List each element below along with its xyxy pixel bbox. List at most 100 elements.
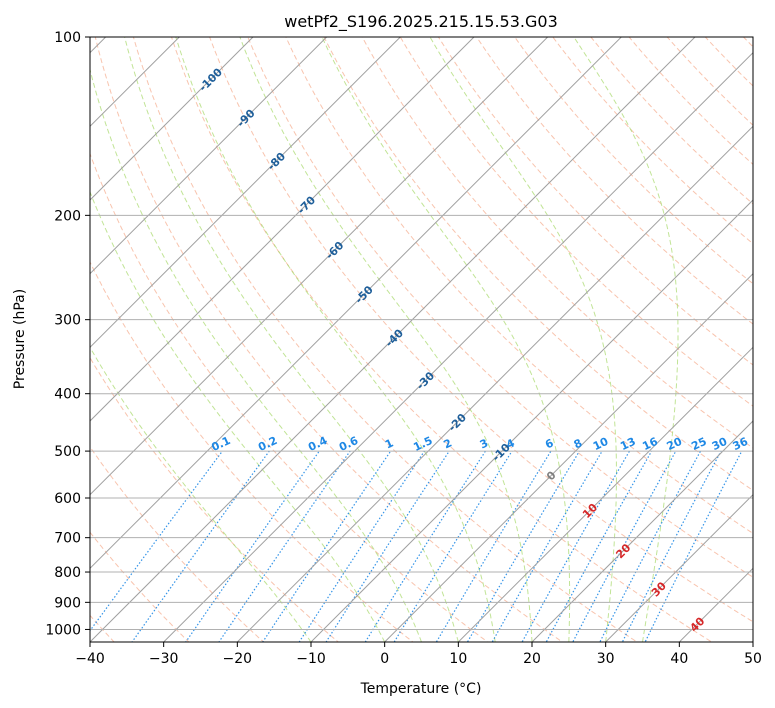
plot-frame	[89, 36, 754, 643]
dry-adiabats	[90, 10, 775, 654]
isotherm-label: -50	[353, 283, 376, 306]
isotherm-line	[0, 10, 59, 654]
dry-adiabat-line	[94, 37, 564, 642]
isotherm-line	[162, 51, 753, 642]
moist-adiabat-line	[90, 190, 386, 642]
isotherm-line	[383, 272, 753, 642]
moist-adiabats	[90, 37, 679, 642]
moist-adiabat-line	[321, 37, 571, 642]
dry-adiabat-line	[90, 260, 414, 642]
isotherm-line	[90, 37, 549, 496]
mixing-ratio-line	[262, 450, 392, 642]
isotherm-line	[678, 567, 753, 642]
x-tick-label: −20	[223, 651, 253, 667]
y-tick-label: 600	[54, 491, 81, 507]
x-tick-label: −10	[296, 651, 326, 667]
isotherm-label: -80	[265, 150, 288, 173]
dry-adiabat-line	[132, 37, 638, 642]
dry-adiabat-line	[514, 37, 753, 285]
isotherm-label: -70	[295, 193, 318, 216]
dry-adiabat-line	[399, 37, 753, 407]
x-tick-label: 30	[597, 651, 615, 667]
x-tick-label: 50	[744, 651, 762, 667]
x-axis-ticks: −40 −30 −20 −10 0 10 20 30 40 50	[75, 642, 762, 667]
isobar-gridlines	[90, 37, 753, 630]
mixing-ratio-label: 1	[383, 436, 395, 451]
isotherm-line	[90, 37, 475, 422]
dry-adiabat-line	[90, 356, 340, 642]
dry-adiabat-line	[628, 37, 753, 166]
mixing-ratio-label: 6	[543, 436, 556, 451]
moist-adiabat-line	[573, 37, 679, 642]
isotherm-line	[90, 37, 696, 642]
mixing-ratio-label: 36	[731, 435, 751, 453]
moist-adiabat-line	[90, 346, 312, 642]
mixing-ratio-label: 25	[689, 435, 708, 453]
y-tick-label: 700	[54, 531, 81, 547]
x-tick-label: −30	[149, 651, 179, 667]
isotherm-label: -90	[234, 107, 257, 130]
x-tick-label: 40	[670, 651, 688, 667]
y-tick-label: 300	[54, 313, 81, 329]
dry-adiabat-line	[361, 37, 753, 449]
mixing-ratio-label: 20	[665, 435, 685, 453]
y-axis-label: Pressure (hPa)	[12, 289, 28, 389]
mixing-ratio-label: 13	[618, 435, 637, 453]
dry-adiabat-line	[476, 37, 753, 325]
chart-title: wetPf2_S196.2025.215.15.53.G03	[284, 12, 558, 32]
y-tick-label: 200	[54, 208, 81, 224]
moist-adiabat-line	[90, 67, 422, 642]
isotherm-line	[457, 346, 753, 642]
isotherm-line	[604, 493, 753, 642]
plot-area: 0.1 0.2 0.4 0.6 1 1.5 2 3 4 6 8 10 13 16 20 25 30 36 -100…	[0, 10, 775, 654]
isotherm-line	[531, 420, 753, 642]
dry-adiabat-line	[90, 446, 265, 642]
dry-adiabat-line	[90, 152, 489, 642]
isotherm-line	[310, 199, 753, 642]
isotherm-label: 20	[613, 541, 633, 561]
isotherm-line	[236, 125, 753, 642]
isotherm-line	[90, 37, 254, 201]
x-tick-label: 20	[523, 651, 541, 667]
dry-adiabat-line	[90, 531, 190, 642]
isotherm-line	[90, 37, 328, 275]
mixing-ratio-label: 10	[591, 435, 611, 453]
mixing-ratio-label: 16	[640, 435, 660, 453]
isotherm-line	[752, 641, 753, 642]
moist-adiabat-line	[124, 37, 459, 642]
isotherm-line	[90, 37, 402, 349]
mixing-ratio-line	[599, 450, 702, 642]
mixing-ratio-line	[298, 450, 425, 642]
y-tick-label: 1000	[45, 622, 81, 638]
y-tick-label: 100	[54, 30, 81, 46]
x-tick-label: −40	[75, 651, 105, 667]
x-axis-label: Temperature (°C)	[360, 681, 482, 697]
dry-adiabat-line	[209, 37, 753, 623]
moist-adiabat-line	[175, 37, 496, 642]
isotherm-label: -20	[446, 411, 469, 434]
y-tick-label: 400	[54, 387, 81, 403]
moist-adiabat-line	[429, 37, 617, 642]
isotherm-line	[90, 37, 181, 128]
isotherm-label: 10	[580, 501, 600, 521]
dry-adiabat-line	[590, 37, 753, 205]
dry-adiabat-line	[742, 37, 753, 48]
x-tick-label: 0	[380, 651, 389, 667]
mixing-ratio-line	[185, 450, 320, 642]
mixing-ratio-label: 30	[710, 435, 730, 453]
mixing-ratio-line	[325, 450, 450, 642]
y-tick-label: 500	[54, 444, 81, 460]
mixing-ratio-label: 2	[442, 436, 454, 451]
isotherm-label: -60	[323, 239, 346, 262]
isotherm-label: -30	[414, 369, 437, 392]
mixing-ratio-line	[393, 450, 513, 642]
isotherm-line	[90, 37, 623, 570]
isotherms	[0, 10, 753, 654]
x-tick-label: 10	[449, 651, 467, 667]
dry-adiabat-line	[285, 37, 753, 535]
mixing-ratio-line	[90, 450, 223, 632]
moist-adiabat-line	[239, 37, 533, 642]
dry-adiabat-line	[755, 10, 775, 654]
